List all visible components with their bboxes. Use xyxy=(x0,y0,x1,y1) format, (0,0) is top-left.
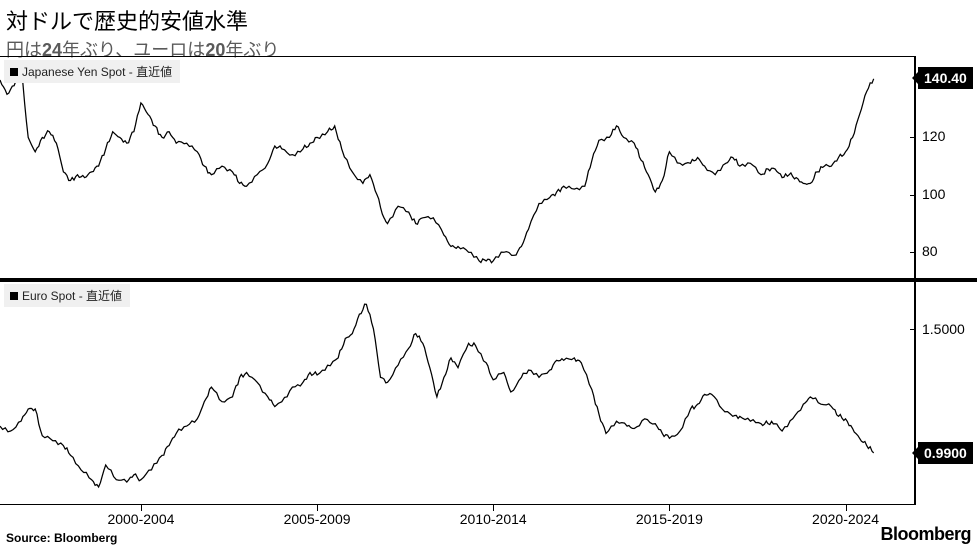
y-tick-label: 80 xyxy=(922,243,938,259)
legend-eur: Euro Spot - 直近値 xyxy=(4,284,130,307)
chart-area: Japanese Yen Spot - 直近値 80 100 120 140.40 E… xyxy=(0,56,977,504)
chart-footer: Source: Bloomberg Bloomberg xyxy=(6,524,971,545)
series-line xyxy=(0,280,916,504)
legend-marker-icon xyxy=(10,68,18,76)
brand-logo: Bloomberg xyxy=(880,524,971,545)
series-line xyxy=(0,57,916,281)
panel-jpy: Japanese Yen Spot - 直近値 80 100 120 140.40 xyxy=(0,56,977,280)
source-label: Source: Bloomberg xyxy=(6,531,117,545)
y-tick-label: 120 xyxy=(922,128,945,144)
plot-jpy xyxy=(0,56,916,280)
y-tick-label: 100 xyxy=(922,186,945,202)
value-callout: 140.40 xyxy=(918,67,973,89)
legend-label: Euro Spot - 直近値 xyxy=(22,287,122,304)
legend-marker-icon xyxy=(10,292,18,300)
y-tick-label: 1.5000 xyxy=(922,321,965,337)
chart-header: 対ドルで歴史的安値水準 円は24年ぶり、ユーロは20年ぶり xyxy=(0,0,977,64)
legend-label: Japanese Yen Spot - 直近値 xyxy=(22,63,172,80)
legend-jpy: Japanese Yen Spot - 直近値 xyxy=(4,60,180,83)
chart-title: 対ドルで歴史的安値水準 xyxy=(6,4,971,36)
plot-eur xyxy=(0,280,916,504)
panel-eur: Euro Spot - 直近値 2000-20042005-20092010-2… xyxy=(0,280,977,504)
value-callout: 0.9900 xyxy=(918,442,973,464)
